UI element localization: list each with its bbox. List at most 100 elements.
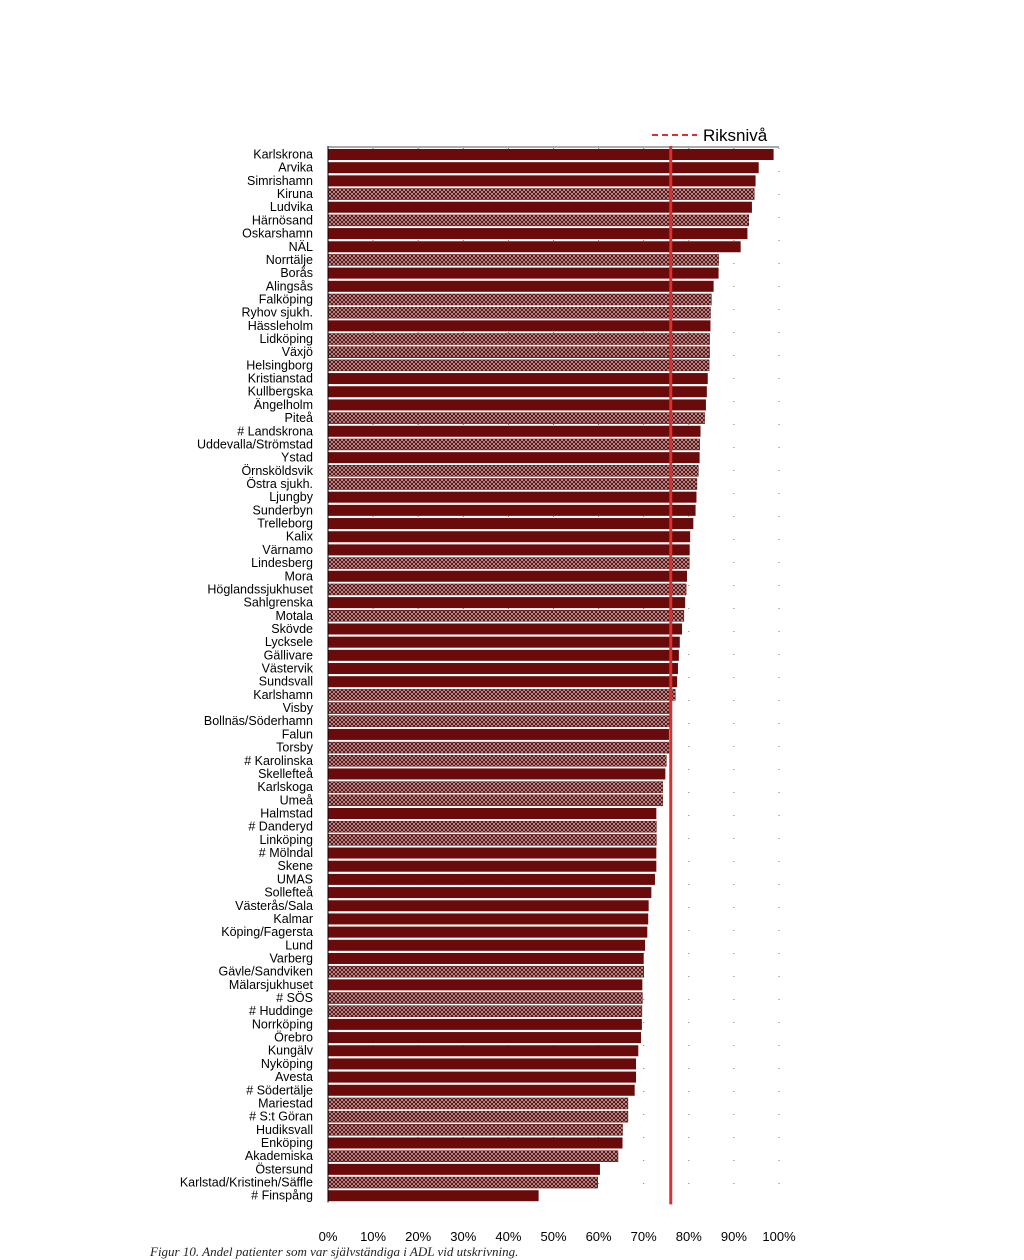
bar bbox=[327, 965, 644, 978]
bar bbox=[327, 465, 699, 477]
bar bbox=[328, 676, 678, 688]
category-label: Kullbergska bbox=[248, 385, 313, 399]
bar bbox=[328, 544, 690, 556]
bar bbox=[327, 781, 663, 793]
bar bbox=[328, 267, 719, 279]
category-label: Lindesberg bbox=[251, 556, 313, 570]
bar bbox=[328, 373, 708, 385]
bar bbox=[327, 583, 687, 596]
bar bbox=[328, 504, 696, 516]
category-label: Karlskrona bbox=[253, 148, 313, 162]
bars bbox=[327, 149, 774, 1202]
category-label: Falun bbox=[282, 727, 313, 741]
category-labels: KarlskronaArvikaSimrishamnKirunaLudvikaH… bbox=[180, 148, 314, 1203]
category-label: Ystad bbox=[281, 451, 313, 465]
x-tick-label: 20% bbox=[405, 1229, 431, 1244]
category-label: Kalix bbox=[286, 530, 314, 544]
category-label: Skellefteå bbox=[258, 767, 313, 781]
bar bbox=[328, 663, 678, 675]
bar bbox=[327, 214, 750, 227]
bar bbox=[327, 689, 676, 701]
category-label: Nyköping bbox=[261, 1057, 313, 1071]
bar bbox=[327, 1124, 623, 1136]
bar bbox=[328, 518, 694, 530]
x-tick-label: 70% bbox=[631, 1229, 657, 1244]
category-label: Sundsvall bbox=[259, 675, 313, 689]
bar bbox=[327, 188, 755, 200]
category-label: # Mölndal bbox=[259, 846, 313, 860]
category-label: NÄL bbox=[289, 240, 313, 254]
category-label: Västervik bbox=[262, 662, 314, 676]
gridlines bbox=[372, 148, 780, 1203]
x-tick-label: 0% bbox=[319, 1229, 338, 1244]
category-label: Lund bbox=[285, 938, 313, 952]
category-label: Linköping bbox=[259, 833, 313, 847]
category-label: # Finspång bbox=[251, 1189, 313, 1203]
x-tick-label: 80% bbox=[676, 1229, 702, 1244]
category-label: Visby bbox=[283, 701, 314, 715]
bar bbox=[328, 228, 748, 240]
category-label: Härnösand bbox=[252, 213, 313, 227]
category-label: Varberg bbox=[269, 951, 313, 965]
x-tick-label: 30% bbox=[450, 1229, 476, 1244]
bar bbox=[328, 320, 711, 332]
category-label: Karlskoga bbox=[257, 780, 313, 794]
bar bbox=[328, 149, 774, 160]
x-tick-label: 50% bbox=[540, 1229, 566, 1244]
bar bbox=[328, 768, 666, 780]
legend-label: Riksnivå bbox=[703, 126, 768, 145]
category-label: Simrishamn bbox=[247, 174, 313, 188]
bar bbox=[328, 1137, 623, 1149]
bar bbox=[327, 478, 698, 490]
bar bbox=[327, 794, 663, 807]
bar bbox=[328, 280, 714, 292]
bar bbox=[328, 847, 657, 859]
bar bbox=[328, 860, 657, 872]
category-label: Västerås/Sala bbox=[235, 899, 313, 913]
category-label: Halmstad bbox=[260, 807, 313, 821]
bar bbox=[328, 1071, 637, 1083]
bar bbox=[328, 926, 648, 938]
bar bbox=[328, 913, 649, 925]
bar bbox=[328, 175, 756, 187]
bar bbox=[328, 570, 687, 582]
category-label: # S:t Göran bbox=[249, 1110, 313, 1124]
category-label: Skene bbox=[278, 859, 313, 873]
category-label: Norrköping bbox=[252, 1017, 313, 1031]
bar bbox=[328, 597, 686, 609]
bar bbox=[327, 1097, 629, 1110]
category-label: Höglandssjukhuset bbox=[207, 582, 313, 596]
category-label: Sollefteå bbox=[264, 886, 313, 900]
category-label: Hässleholm bbox=[248, 319, 313, 333]
bar bbox=[327, 741, 670, 754]
category-label: Ljungby bbox=[269, 490, 314, 504]
bar bbox=[328, 1045, 639, 1057]
bar bbox=[327, 702, 671, 714]
bar bbox=[327, 293, 712, 306]
bar bbox=[327, 1176, 598, 1189]
x-tick-label: 10% bbox=[360, 1229, 386, 1244]
x-tick-label: 60% bbox=[586, 1229, 612, 1244]
category-label: Bollnäs/Söderhamn bbox=[204, 714, 313, 728]
bar bbox=[327, 1110, 629, 1123]
category-label: Norrtälje bbox=[266, 253, 313, 267]
category-label: Ryhov sjukh. bbox=[241, 306, 313, 320]
category-label: Ludvika bbox=[270, 200, 313, 214]
x-tick-label: 100% bbox=[762, 1229, 796, 1244]
category-label: Östra sjukh. bbox=[246, 477, 313, 491]
category-label: UMAS bbox=[277, 872, 313, 886]
category-label: # Karolinska bbox=[244, 754, 313, 768]
bar bbox=[328, 623, 683, 635]
category-label: # Danderyd bbox=[248, 820, 313, 834]
category-label: Umeå bbox=[280, 793, 313, 807]
category-label: Trelleborg bbox=[257, 517, 313, 531]
category-label: Mälarsjukhuset bbox=[229, 978, 314, 992]
category-label: Mora bbox=[285, 569, 314, 583]
legend: Riksnivå bbox=[652, 126, 768, 145]
bar bbox=[328, 399, 706, 411]
bar bbox=[328, 162, 759, 174]
bar bbox=[327, 715, 670, 727]
bar bbox=[327, 834, 657, 846]
bar bbox=[328, 952, 644, 964]
